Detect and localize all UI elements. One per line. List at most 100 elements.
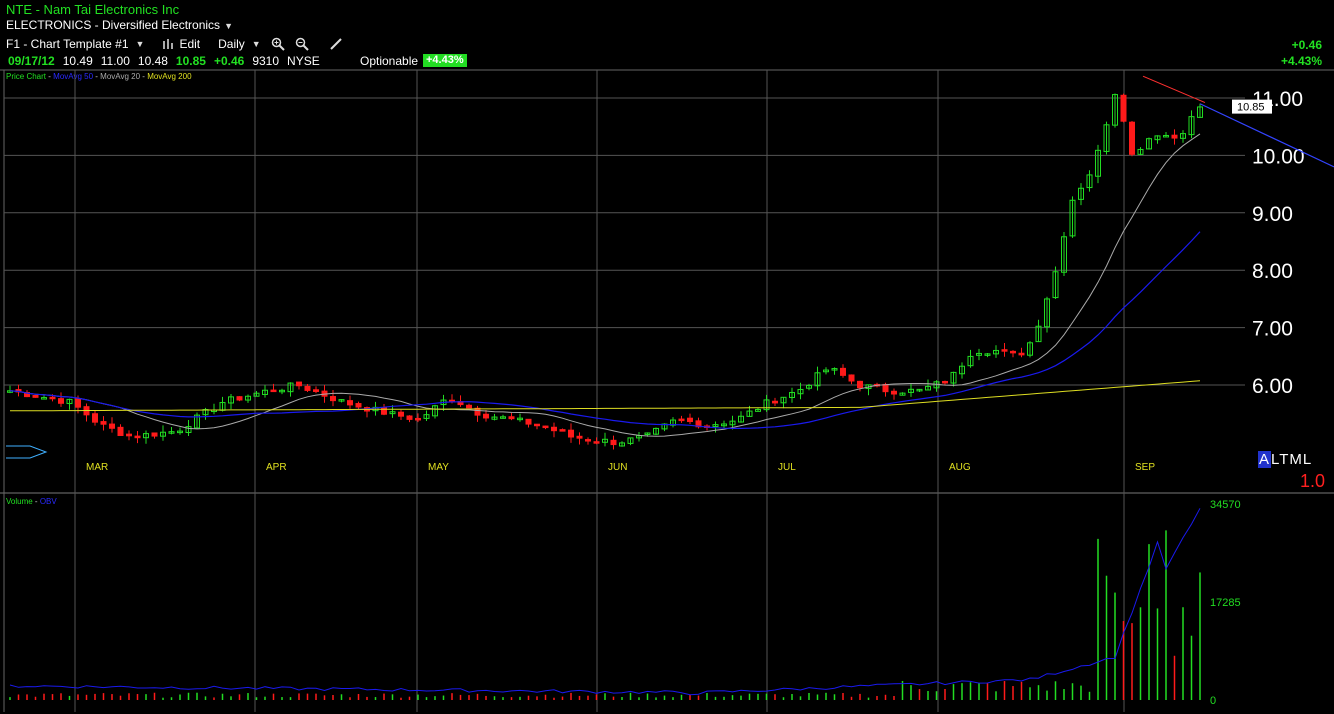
bar-chart-icon (163, 39, 174, 49)
scroll-arrow-icon (6, 445, 48, 459)
month-label: MAR (86, 462, 108, 473)
candle-body (151, 432, 158, 437)
volume-legend: Volume - OBV (6, 497, 57, 506)
candle-body (500, 416, 506, 419)
candle-body (891, 390, 897, 395)
candle-body (712, 424, 719, 428)
legend-sep: - (34, 497, 38, 506)
candle-body (823, 369, 829, 373)
candle-body (772, 400, 778, 404)
candle-body (942, 380, 948, 384)
candle-body (602, 438, 608, 443)
candle-body (848, 374, 855, 382)
candle-body (908, 388, 914, 393)
draw-tool-icon[interactable] (329, 37, 343, 51)
edit-button[interactable]: Edit (162, 37, 200, 51)
candle-body (797, 388, 804, 395)
candle-body (831, 368, 838, 371)
month-label: JUL (778, 462, 796, 473)
candle-body (1095, 149, 1101, 177)
candle-body (568, 429, 574, 438)
candle-body (406, 415, 413, 420)
altml-toggle[interactable]: ALTML (1258, 451, 1312, 468)
candle-body (1103, 124, 1110, 152)
candle-body (423, 414, 430, 419)
candle-body (857, 380, 863, 389)
candle-body (466, 404, 472, 409)
change-abs: +0.46 (1291, 38, 1322, 52)
candle-body (58, 398, 64, 404)
sector-dropdown[interactable]: ELECTRONICS - Diversified Electronics ▼ (6, 18, 233, 32)
altml-rest: LTML (1271, 451, 1313, 468)
ma200-line (10, 380, 1201, 412)
candle-body (993, 349, 999, 355)
quote-change: +0.46 (213, 54, 245, 68)
candle-body (729, 420, 736, 426)
candle-body (1112, 94, 1118, 126)
zoom-out-icon[interactable] (295, 37, 309, 51)
month-label: MAY (428, 462, 449, 473)
candle-body (381, 407, 387, 415)
candle-body (559, 429, 566, 432)
candle-body (236, 396, 243, 401)
candle-body (432, 405, 438, 417)
candle-body (92, 413, 98, 423)
candle-body (245, 395, 251, 401)
candle-body (109, 423, 115, 429)
optionable-label: Optionable (360, 54, 419, 68)
candle-body (806, 384, 812, 389)
candle-body (483, 413, 489, 419)
period-dropdown[interactable]: Daily ▼ (218, 37, 261, 51)
candle-body (610, 439, 617, 446)
zoom-in-icon[interactable] (271, 37, 285, 51)
obv-line (9, 508, 1201, 696)
candle-body (1078, 187, 1084, 200)
candle-body (738, 415, 744, 423)
candle-body (32, 395, 39, 398)
candle-body (1163, 134, 1169, 138)
quote-exchange: NYSE (287, 54, 320, 68)
candle-body (670, 419, 676, 426)
candle-body (49, 396, 56, 400)
candle-body (925, 385, 931, 391)
candle-body (330, 396, 336, 402)
candle-body (177, 430, 183, 434)
month-label: JUN (608, 462, 627, 473)
candle-body (228, 396, 234, 404)
candle-body (984, 353, 991, 356)
candle-body (840, 367, 846, 376)
candle-body (143, 433, 149, 439)
candle-body (338, 399, 345, 402)
change-pct: +4.43% (1280, 54, 1322, 68)
candle-body (347, 400, 353, 406)
candle-body (253, 392, 260, 397)
candle-body (678, 418, 685, 422)
candle-body (780, 396, 787, 404)
candle-body (976, 352, 982, 356)
candle-body (653, 427, 659, 435)
legend-volume: Volume (6, 497, 33, 506)
candle-body (126, 433, 132, 437)
candle-body (296, 381, 302, 387)
candle-body (1061, 236, 1067, 273)
candle-body (1018, 352, 1025, 356)
candle-body (41, 397, 47, 400)
candle-body (1137, 148, 1144, 155)
candle-body (746, 410, 753, 417)
candle-body (1188, 116, 1195, 136)
candle-body (1120, 94, 1127, 122)
price-tick-label: 8.00 (1252, 260, 1293, 283)
quote-volume: 9310 (252, 54, 280, 68)
legend-price-chart: Price Chart (6, 72, 47, 81)
candle-body (959, 365, 965, 375)
candle-body (1129, 121, 1135, 155)
quote-date: 09/17/12 (8, 54, 55, 68)
last-price-box (1232, 99, 1272, 114)
candle-body (1044, 298, 1050, 328)
candle-body (134, 435, 141, 439)
candle-body (66, 398, 73, 405)
template-dropdown[interactable]: F1 - Chart Template #1 ▼ (6, 37, 144, 51)
candle-body (1001, 349, 1008, 352)
candle-body (1146, 138, 1152, 150)
